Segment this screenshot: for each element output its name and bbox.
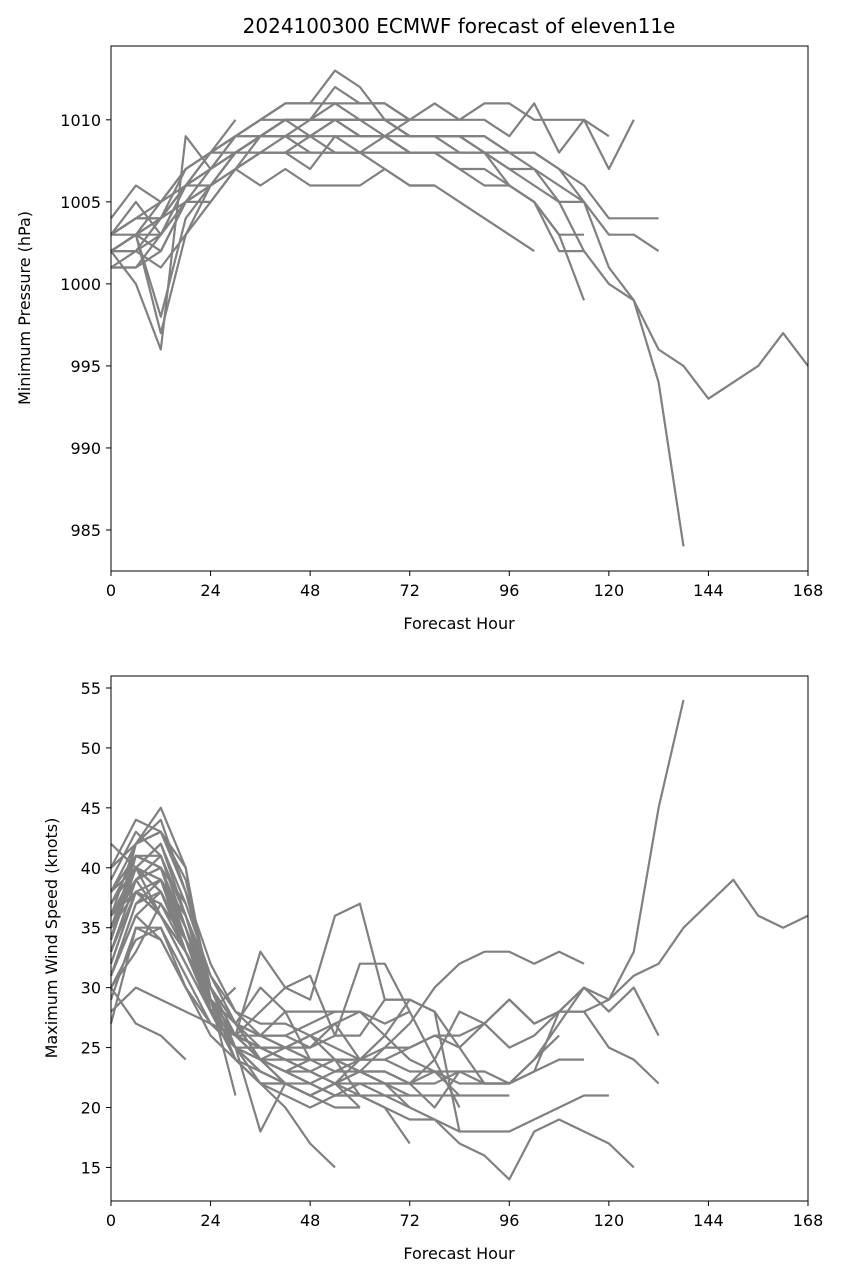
wind-series-line-31 <box>109 890 286 1061</box>
pressure-y-tick-label: 995 <box>70 357 101 376</box>
pressure-y-tick-label: 1005 <box>60 193 101 212</box>
wind-x-tick-label: 48 <box>300 1211 320 1230</box>
wind-series-lines <box>109 699 809 1181</box>
wind-y-tick-label: 30 <box>81 979 101 998</box>
wind-series-line-36 <box>110 843 187 917</box>
pressure-x-tick-label: 144 <box>693 581 724 600</box>
pressure-series-lines <box>110 69 809 547</box>
wind-series-line-4 <box>110 926 660 1085</box>
pressure-series-line-2 <box>110 118 685 547</box>
pressure-x-tick-label: 168 <box>793 581 824 600</box>
pressure-series-line-6 <box>110 69 610 253</box>
wind-series-line-33 <box>110 830 237 1013</box>
pressure-x-tick-label: 0 <box>106 581 116 600</box>
wind-x-tick-label: 168 <box>793 1211 824 1230</box>
wind-series-line-13 <box>109 890 460 1097</box>
wind-x-tick-label: 24 <box>200 1211 220 1230</box>
pressure-x-tick-label: 96 <box>499 581 519 600</box>
wind-series-line-32 <box>109 806 237 1096</box>
pressure-y-tick-label: 1010 <box>60 111 101 130</box>
wind-series-line-29 <box>110 866 286 1085</box>
chart-title: 2024100300 ECMWF forecast of eleven11e <box>243 14 676 38</box>
wind-series-line-19 <box>110 890 360 1109</box>
pressure-y-tick-label: 985 <box>70 521 101 540</box>
pressure-series-line-9 <box>111 118 586 301</box>
wind-series-line-10 <box>110 890 510 1097</box>
pressure-series-line-18 <box>110 119 237 219</box>
pressure-x-tick-label: 48 <box>300 581 320 600</box>
wind-y-tick-label: 45 <box>81 799 101 818</box>
pressure-series-line-14 <box>111 135 411 269</box>
wind-series-line-6 <box>109 926 609 1133</box>
wind-y-tick-label: 25 <box>81 1039 101 1058</box>
wind-y-axis-label: Maximum Wind Speed (knots) <box>42 818 61 1059</box>
pressure-y-tick-label: 1000 <box>60 275 101 294</box>
pressure-series-line-17 <box>110 85 411 351</box>
pressure-y-axis-label: Minimum Pressure (hPa) <box>15 211 34 405</box>
wind-series-line-34 <box>110 986 187 1061</box>
pressure-series-line-13 <box>110 167 435 236</box>
wind-series-line-5 <box>110 986 635 1181</box>
wind-y-tick-label: 50 <box>81 739 101 758</box>
pressure-plot-frame <box>110 45 809 572</box>
pressure-x-axis-label: Forecast Hour <box>403 614 515 633</box>
wind-y-tick-label: 35 <box>81 919 101 938</box>
wind-axis-ticks: 0 24 48 72 96 120 144 168 15 20 25 30 35 40 45 50 55 <box>81 679 824 1230</box>
wind-x-tick-label: 0 <box>106 1211 116 1230</box>
wind-x-tick-label: 72 <box>400 1211 420 1230</box>
pressure-x-tick-label: 120 <box>594 581 625 600</box>
wind-panel: 0 24 48 72 96 120 144 168 15 20 25 30 35 40 45 50 55 For… <box>42 675 824 1263</box>
wind-plot-frame <box>110 675 809 1202</box>
pressure-x-tick-label: 72 <box>400 581 420 600</box>
wind-y-tick-label: 55 <box>81 679 101 698</box>
wind-series-line-26 <box>110 818 360 1037</box>
pressure-panel: 0 24 48 72 96 120 144 168985990995100010051010 … <box>15 45 823 633</box>
wind-y-tick-label: 15 <box>81 1158 101 1177</box>
pressure-x-tick-label: 24 <box>200 581 220 600</box>
wind-series-line-22 <box>110 854 461 1109</box>
wind-x-tick-label: 120 <box>594 1211 625 1230</box>
pressure-axis-ticks: 0 24 48 72 96 120 144 168 985 990 995 1000 1005 1010 <box>60 111 823 600</box>
wind-y-tick-label: 40 <box>81 859 101 878</box>
wind-x-tick-label: 96 <box>499 1211 519 1230</box>
pressure-y-tick-label: 990 <box>70 439 101 458</box>
wind-x-tick-label: 144 <box>693 1211 724 1230</box>
wind-x-axis-label: Forecast Hour <box>403 1244 515 1263</box>
wind-y-tick-label: 20 <box>81 1099 101 1118</box>
